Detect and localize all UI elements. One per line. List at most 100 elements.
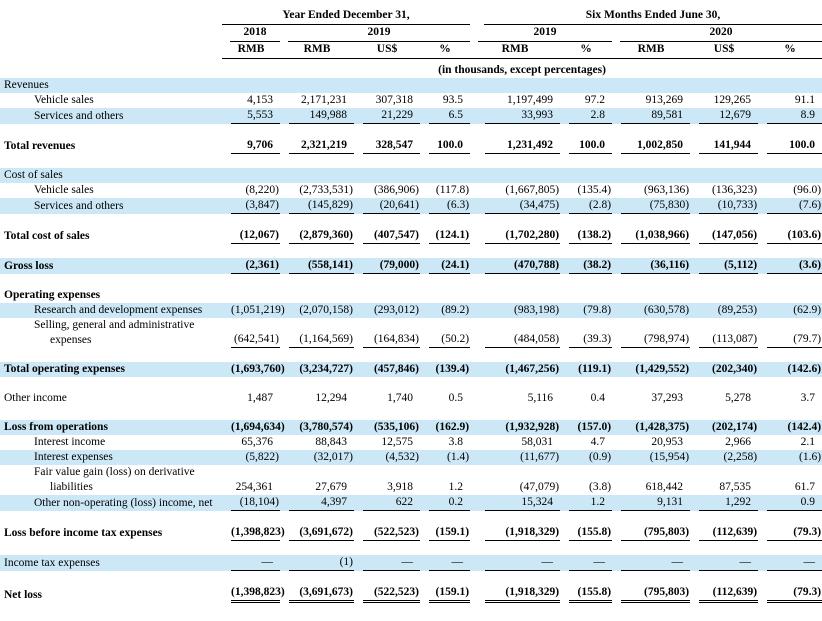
income-statement-table: Year Ended December 31, Six Months Ended…	[0, 8, 822, 603]
cell-value: 618,442	[646, 480, 690, 495]
table-cell: (3,847)	[222, 198, 280, 214]
table-cell: (983,198)	[470, 303, 560, 318]
cell-value: 3,918	[387, 480, 420, 495]
cell-value: 8.9	[801, 108, 822, 123]
table-cell	[354, 168, 420, 183]
cell-value: (24.1)	[441, 258, 470, 273]
table-cell	[470, 288, 560, 303]
cell-value: —	[594, 555, 613, 570]
cell-value: (3,780,574)	[299, 420, 354, 435]
cell-value: 2,171,231	[301, 93, 354, 108]
cell-value: 4,397	[321, 495, 354, 510]
cell-value: (155.8)	[577, 585, 612, 600]
cell-value: (5,112)	[724, 258, 758, 273]
cell-value: (32,017)	[314, 450, 354, 465]
cell-value: 141,944	[714, 138, 758, 153]
spacer-row	[0, 154, 822, 168]
table-cell: (50.2)	[420, 318, 470, 348]
row-label: Income tax expenses	[0, 555, 222, 571]
table-cell: 33,993	[470, 108, 560, 124]
currency-header-row: RMB RMB US$ % RMB % RMB US$ %	[0, 42, 822, 59]
cell-value: (1,667,805)	[505, 183, 560, 198]
cell-value: 97.2	[585, 93, 612, 108]
table-cell	[690, 168, 758, 183]
cell-value: (138.2)	[577, 228, 612, 243]
cell-value: (142.6)	[788, 362, 822, 377]
cell-value: (1.4)	[447, 450, 470, 465]
cell-value: (157.0)	[577, 420, 612, 435]
table-cell: (38.2)	[560, 258, 612, 274]
cell-value: 12,294	[315, 391, 354, 406]
table-cell: 2.1	[758, 435, 822, 450]
cell-value: —	[452, 555, 471, 570]
cell-value: 87,535	[719, 480, 758, 495]
table-row: Cost of sales	[0, 168, 822, 183]
currency-label: US$	[690, 42, 758, 59]
table-cell: (112,639)	[690, 585, 758, 603]
row-label: Vehicle sales	[0, 93, 222, 108]
cell-value: 2,321,219	[301, 138, 354, 153]
six-months-2020-label: 2020	[620, 25, 822, 42]
cell-value: (795,803)	[644, 585, 690, 600]
cell-value: (3,691,673)	[299, 585, 354, 600]
table-cell	[420, 78, 470, 93]
table-cell: (157.0)	[560, 420, 612, 435]
table-cell	[354, 78, 420, 93]
table-cell: (1,051,219)	[222, 303, 280, 318]
table-cell: (1,038,966)	[612, 228, 690, 244]
cell-value: (1,918,329)	[505, 585, 560, 600]
table-cell: 2.8	[560, 108, 612, 124]
percent-header: %	[560, 42, 612, 59]
table-cell	[690, 78, 758, 93]
table-cell: 1.2	[560, 495, 612, 511]
spacer-row	[0, 406, 822, 420]
cell-value: (15,954)	[650, 450, 690, 465]
table-cell: (145,829)	[280, 198, 354, 214]
cell-value: 6.5	[449, 108, 470, 123]
cell-value: 89,581	[651, 108, 690, 123]
spacer-row	[0, 511, 822, 525]
table-cell: 141,944	[690, 138, 758, 154]
cell-value: 5,116	[528, 391, 560, 406]
table-cell: 1,231,492	[470, 138, 560, 154]
table-cell	[612, 288, 690, 303]
table-row: Loss before income tax expenses(1,398,82…	[0, 525, 822, 541]
table-cell: 5,116	[470, 391, 560, 406]
table-cell: —	[354, 555, 420, 571]
spacer-row	[0, 348, 822, 362]
table-cell: (62.9)	[758, 303, 822, 318]
currency-label: RMB	[612, 42, 690, 59]
table-cell: 5,278	[690, 391, 758, 406]
cell-value: (558,141)	[308, 258, 354, 273]
table-cell: 2,321,219	[280, 138, 354, 154]
cell-value: 0.2	[449, 495, 470, 510]
cell-value: 1,197,499	[507, 93, 560, 108]
table-cell: (1,398,823)	[222, 585, 280, 603]
cell-value: (79,000)	[380, 258, 420, 273]
table-cell: (6.3)	[420, 198, 470, 214]
table-cell: (39.3)	[560, 318, 612, 348]
table-cell: (142.6)	[758, 362, 822, 377]
table-cell: 12,294	[280, 391, 354, 406]
cell-value: 149,988	[310, 108, 354, 123]
cell-value: (1,693,760)	[231, 362, 286, 377]
table-cell: (642,541)	[222, 318, 280, 348]
table-cell: 1,197,499	[470, 93, 560, 108]
cell-value: 0.5	[449, 391, 470, 406]
cell-value: (522,523)	[374, 525, 420, 540]
cell-value: 9,131	[657, 495, 690, 510]
cell-value: 0.4	[591, 391, 612, 406]
empty-header-cell	[0, 25, 222, 42]
spacer-row	[0, 274, 822, 288]
cell-value: (164,834)	[374, 332, 420, 347]
year-2019-label: 2019	[288, 25, 470, 42]
cell-value: 129,265	[714, 93, 758, 108]
cell-value: (963,136)	[644, 183, 690, 198]
table-cell: (159.1)	[420, 585, 470, 603]
cell-value: (79.3)	[793, 585, 822, 600]
cell-value: (89.2)	[441, 303, 470, 318]
table-cell: 0.4	[560, 391, 612, 406]
spacer-cell	[0, 244, 822, 258]
cell-value: (39.3)	[583, 332, 612, 347]
